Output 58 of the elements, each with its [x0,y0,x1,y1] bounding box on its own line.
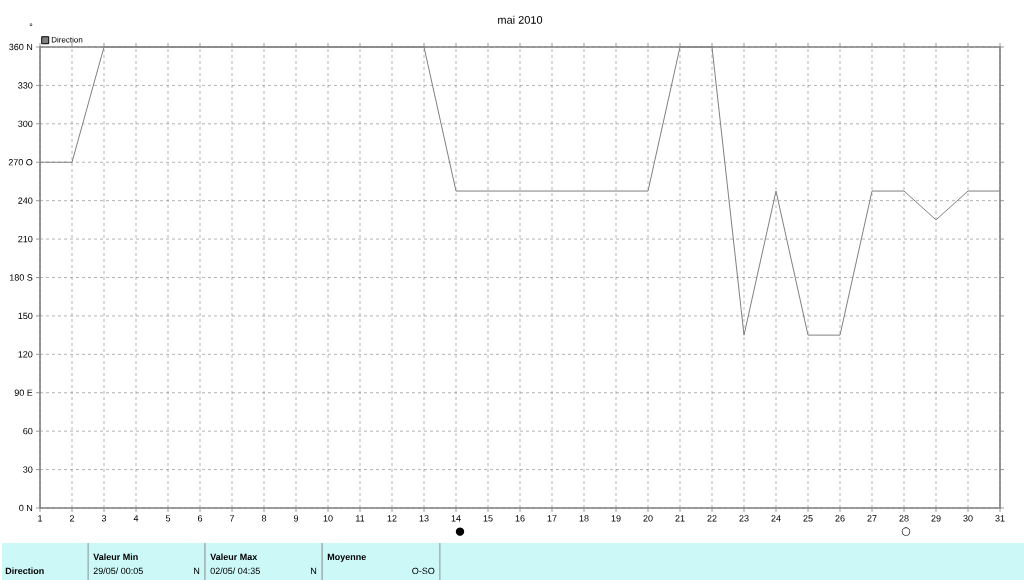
x-tick-label: 30 [963,515,973,522]
x-tick-label: 28 [899,515,909,522]
text: Valeur Max [210,553,258,561]
x-tick-label: 22 [707,515,717,522]
text: Valeur Min [93,553,138,561]
x-tick-label: 8 [261,515,267,522]
y-tick-label: 60 [23,427,33,435]
y-tick-label: 270 O [8,159,33,166]
text: Direction [5,567,44,575]
x-tick-label: 19 [611,515,621,522]
y-tick-label: 180 S [9,274,33,281]
x-tick-label: 23 [739,515,749,522]
x-tick-label: 10 [323,515,333,522]
x-tick-label: 3 [101,515,107,522]
text: ○ [901,527,911,536]
text: 02/05/ 04:35 [210,567,260,575]
x-tick-label: 21 [675,515,685,522]
x-tick-label: 4 [133,515,139,522]
x-tick-label: 14 [451,515,461,522]
x-tick-label: 20 [643,515,653,522]
x-tick-label: 29 [931,515,941,522]
chart-title: mai 2010 [498,15,543,24]
y-tick-label: 30 [23,466,33,473]
y-tick-label: 150 [18,312,33,320]
legend-label: Direction [51,36,83,43]
x-tick-label: 5 [165,515,171,522]
x-tick-label: 18 [579,515,589,522]
x-tick-label: 12 [387,515,397,522]
y-tick-label: 90 E [14,389,33,396]
x-tick-label: 15 [483,515,493,522]
x-tick-label: 1 [38,515,43,522]
y-tick-label: 300 [18,120,33,128]
x-tick-label: 16 [515,515,525,522]
x-tick-label: 11 [356,515,365,522]
x-tick-label: 7 [229,515,235,522]
y-tick-label: 240 [18,197,33,204]
y-axis-title: ° [29,23,33,27]
text: 29/05/ 00:05 [93,567,143,575]
y-tick-label: 120 [18,351,33,358]
x-tick-label: 24 [771,515,781,522]
y-tick-label: 0 N [19,504,33,512]
x-tick-label: 17 [547,515,557,522]
x-tick-label: 2 [69,515,75,522]
text: N [194,567,200,574]
y-tick-label: 330 [18,82,33,89]
x-tick-label: 9 [293,515,299,522]
text: N [311,567,317,574]
text: O-SO [412,567,435,575]
text: ● [455,527,465,536]
x-tick-label: 25 [803,515,813,522]
x-tick-label: 6 [197,515,203,522]
x-tick-label: 26 [835,515,845,522]
x-tick-label: 27 [867,515,877,522]
text: Moyenne [327,553,366,562]
y-tick-label: 210 [18,235,33,243]
y-tick-label: 360 N [9,43,33,51]
x-tick-label: 13 [419,515,429,522]
x-tick-label: 31 [995,515,1005,522]
